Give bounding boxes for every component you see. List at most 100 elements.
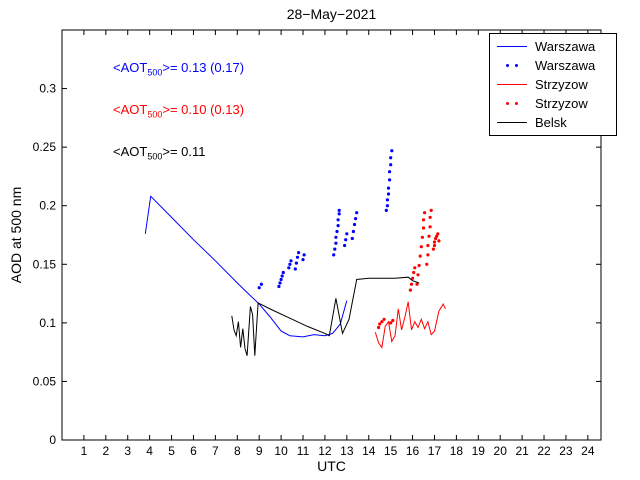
annotation-subscript: 500	[147, 109, 163, 120]
legend-box: Warszawa Warszawa Strzyzow Strzyzow Belsk	[489, 33, 617, 136]
data-point	[432, 240, 437, 244]
x-tick-label: 1	[81, 444, 88, 458]
y-axis-label: AOD at 500 nm	[8, 186, 24, 284]
x-tick-label: 13	[340, 444, 354, 458]
series-line-belsk	[231, 276, 420, 356]
data-point	[426, 243, 430, 248]
data-point	[377, 325, 381, 330]
x-axis-label: UTC	[317, 458, 346, 474]
data-point	[287, 266, 291, 270]
annotation-subscript: 500	[147, 67, 163, 78]
data-point	[334, 235, 338, 239]
x-tick-label: 20	[494, 444, 508, 458]
data-point	[388, 178, 392, 182]
mean-aot-annotation-2: <AOT500>= 0.11	[113, 144, 206, 162]
annotation-suffix: >= 0.10 (0.13)	[162, 102, 245, 117]
annotation-prefix: <AOT	[113, 60, 148, 75]
data-point	[423, 211, 427, 215]
data-point	[431, 247, 435, 251]
x-tick-label: 22	[537, 444, 551, 458]
legend-item-warszawa-dots: Warszawa	[490, 56, 616, 75]
x-tick-label: 5	[168, 444, 175, 458]
chart-title: 28−May−2021	[286, 6, 377, 22]
data-point	[419, 245, 423, 249]
data-point	[418, 254, 422, 258]
y-tick-label: 0.15	[33, 257, 57, 271]
data-point	[386, 186, 391, 190]
x-tick-label: 12	[318, 444, 332, 458]
x-tick-label: 15	[384, 444, 398, 458]
x-tick-label: 3	[124, 444, 131, 458]
data-point	[354, 217, 358, 221]
data-point	[389, 321, 393, 325]
legend-line-sample	[497, 78, 527, 92]
legend-item-strzyzow-dots: Strzyzow	[490, 94, 616, 113]
data-point	[345, 232, 349, 236]
data-point	[332, 253, 336, 257]
data-point	[289, 259, 293, 263]
legend-label: Warszawa	[535, 39, 596, 54]
legend-label: Strzyzow	[535, 77, 588, 92]
series-scatter-strzyzow	[377, 208, 441, 330]
legend-dot-swatch	[515, 63, 518, 67]
legend-dot-swatch	[506, 101, 509, 105]
legend-label: Strzyzow	[535, 96, 588, 111]
data-point	[351, 229, 355, 234]
series-scatter-warszawa	[257, 149, 394, 290]
annotation-prefix: <AOT	[113, 102, 148, 117]
legend-item-strzyzow-line: Strzyzow	[490, 75, 616, 94]
y-tick-label: 0.25	[33, 140, 57, 154]
legend-line-swatch	[497, 121, 527, 123]
y-tick-label: 0.2	[39, 199, 56, 213]
data-point	[335, 229, 339, 234]
y-tick-label: 0.1	[39, 316, 56, 330]
data-point	[378, 322, 382, 326]
data-point	[297, 251, 301, 255]
data-point	[425, 262, 429, 266]
data-point	[421, 226, 426, 230]
data-point	[355, 211, 359, 215]
data-point	[432, 243, 437, 248]
annotation-subscript: 500	[147, 151, 163, 162]
data-point	[385, 204, 389, 208]
legend-dot-sample	[497, 59, 527, 73]
data-point	[420, 235, 424, 239]
data-point	[382, 317, 386, 321]
data-point	[288, 262, 292, 266]
x-tick-label: 19	[472, 444, 486, 458]
mean-aot-annotation-0: <AOT500>= 0.13 (0.17)	[113, 60, 244, 78]
data-point	[281, 270, 285, 275]
legend-line-swatch	[497, 45, 527, 47]
data-point	[427, 234, 431, 238]
series-line-strzyzow	[374, 301, 446, 349]
data-point	[344, 238, 348, 242]
data-point	[336, 224, 340, 228]
x-tick-label: 18	[450, 444, 464, 458]
data-point	[386, 192, 391, 196]
x-tick-label: 24	[581, 444, 595, 458]
series-line-warszawa	[144, 195, 348, 338]
legend-item-belsk-line: Belsk	[490, 113, 616, 132]
x-tick-label: 4	[146, 444, 153, 458]
x-tick-label: 7	[212, 444, 219, 458]
data-point	[294, 261, 298, 265]
legend-dot-sample	[497, 97, 527, 111]
data-point	[337, 212, 341, 216]
legend-label: Warszawa	[535, 58, 596, 73]
data-point	[343, 243, 347, 248]
annotation-suffix: >= 0.13 (0.17)	[162, 60, 245, 75]
x-tick-label: 11	[297, 444, 310, 458]
data-point	[385, 198, 389, 202]
data-point	[301, 258, 305, 262]
data-point	[413, 266, 417, 270]
data-point	[388, 170, 392, 174]
data-point	[408, 288, 412, 292]
x-tick-label: 9	[256, 444, 263, 458]
legend-dot-swatch	[506, 63, 509, 67]
data-point	[416, 273, 420, 277]
data-point	[435, 234, 439, 238]
y-tick-label: 0.05	[33, 374, 57, 388]
data-point	[352, 222, 357, 227]
data-point	[428, 215, 432, 219]
